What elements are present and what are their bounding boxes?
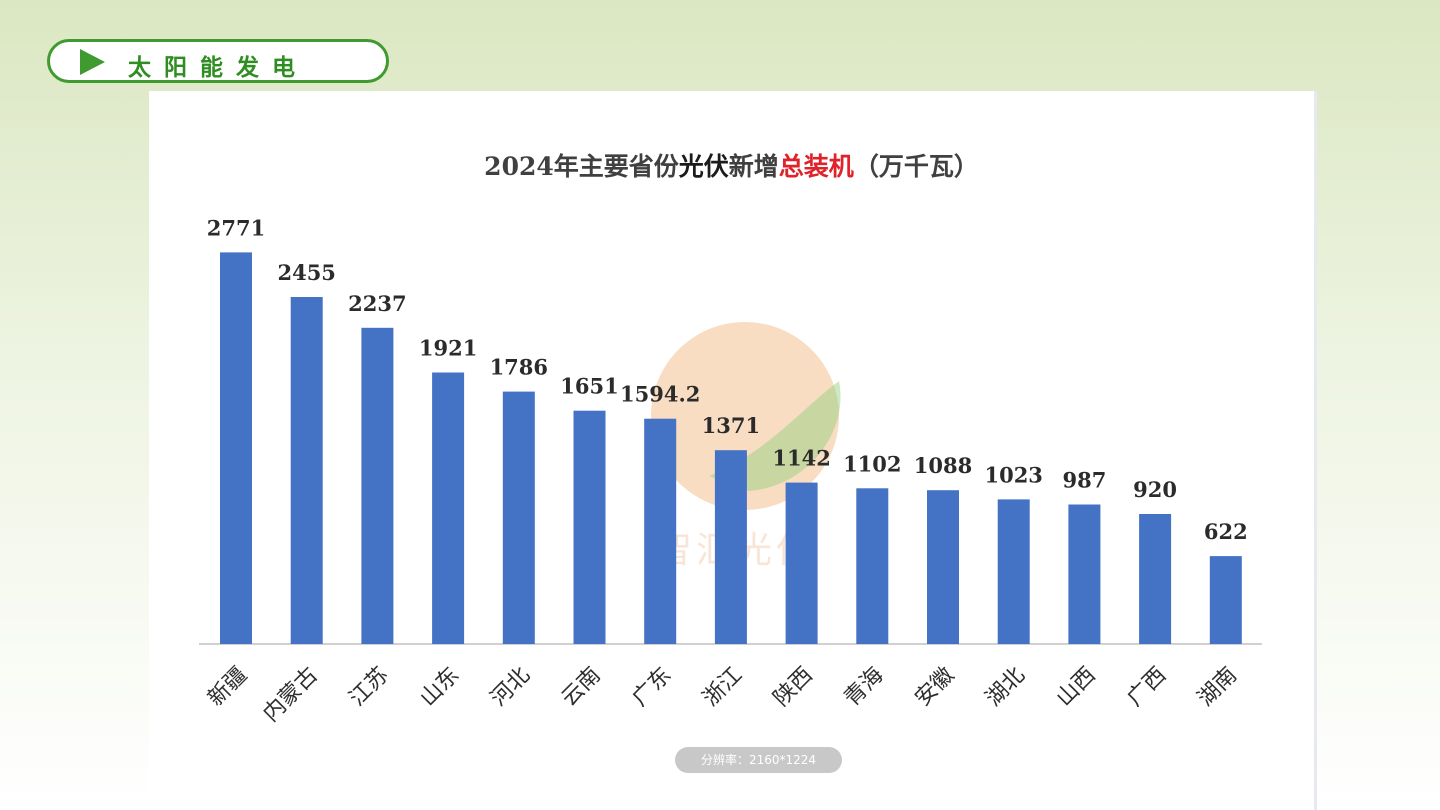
value-label-11: 1023 xyxy=(984,462,1042,487)
bar-11 xyxy=(997,499,1030,644)
value-label-10: 1088 xyxy=(914,453,972,478)
bar-8 xyxy=(785,482,818,644)
value-label-7: 1371 xyxy=(702,413,760,438)
chart-title: 2024年主要省份光伏新增总装机（万千瓦） xyxy=(149,147,1314,183)
value-label-0: 2771 xyxy=(207,215,265,240)
bar-3 xyxy=(432,372,465,644)
title-part-pv: 光伏 xyxy=(678,152,729,181)
category-label-6: 广东 xyxy=(628,663,677,712)
section-header: 太阳能发电 xyxy=(47,39,389,83)
category-label-4: 河北 xyxy=(486,663,535,712)
section-title: 太阳能发电 xyxy=(128,55,308,81)
bar-2 xyxy=(361,327,394,644)
value-label-6: 1594.2 xyxy=(620,382,700,407)
value-label-13: 920 xyxy=(1133,477,1177,502)
bar-10 xyxy=(927,490,959,644)
title-part-new: 新增 xyxy=(728,152,779,181)
bar-13 xyxy=(1139,514,1172,644)
value-label-1: 2455 xyxy=(277,260,335,285)
bar-1 xyxy=(290,297,323,644)
value-label-2: 2237 xyxy=(348,291,406,316)
category-label-14: 湖南 xyxy=(1193,663,1242,712)
bar-6 xyxy=(644,418,677,644)
play-arrow-icon xyxy=(80,49,105,75)
bar-4 xyxy=(502,391,535,644)
category-label-2: 江苏 xyxy=(345,663,394,712)
category-label-13: 广西 xyxy=(1123,663,1172,712)
title-part-year: 2024年主要省份 xyxy=(484,152,679,181)
value-label-14: 622 xyxy=(1204,519,1248,544)
category-label-9: 青海 xyxy=(840,663,889,712)
value-label-9: 1102 xyxy=(843,451,901,476)
bar-7 xyxy=(714,450,747,644)
value-label-8: 1142 xyxy=(772,446,830,471)
title-part-total: 总装机 xyxy=(778,152,854,181)
category-label-3: 山东 xyxy=(416,663,465,712)
category-label-7: 浙江 xyxy=(698,663,747,712)
title-part-unit: （万千瓦） xyxy=(853,152,979,181)
chart-card: 2024年主要省份光伏新增总装机（万千瓦） 智汇光伏 2771新疆2455内蒙古… xyxy=(149,91,1317,810)
category-label-5: 云南 xyxy=(557,663,606,712)
value-label-4: 1786 xyxy=(490,355,548,380)
value-label-12: 987 xyxy=(1062,468,1106,493)
bar-12 xyxy=(1068,504,1101,644)
category-label-1: 内蒙古 xyxy=(259,663,323,727)
bar-0 xyxy=(220,252,252,644)
category-label-12: 山西 xyxy=(1052,663,1101,712)
value-label-3: 1921 xyxy=(419,336,477,361)
category-label-0: 新疆 xyxy=(203,663,252,712)
bar-9 xyxy=(856,488,889,644)
value-label-5: 1651 xyxy=(560,374,618,399)
bar-14 xyxy=(1209,556,1242,644)
category-label-11: 湖北 xyxy=(981,663,1030,712)
category-label-8: 陕西 xyxy=(769,663,818,712)
category-label-10: 安徽 xyxy=(910,663,959,712)
bar-chart: 2771 新疆 2455 内蒙古 2237 江苏 1921 山东 1786 河北 1651 云南 159… xyxy=(199,215,1262,727)
bar-5 xyxy=(573,410,606,644)
resolution-badge: 分辨率：2160*1224 xyxy=(675,747,842,773)
